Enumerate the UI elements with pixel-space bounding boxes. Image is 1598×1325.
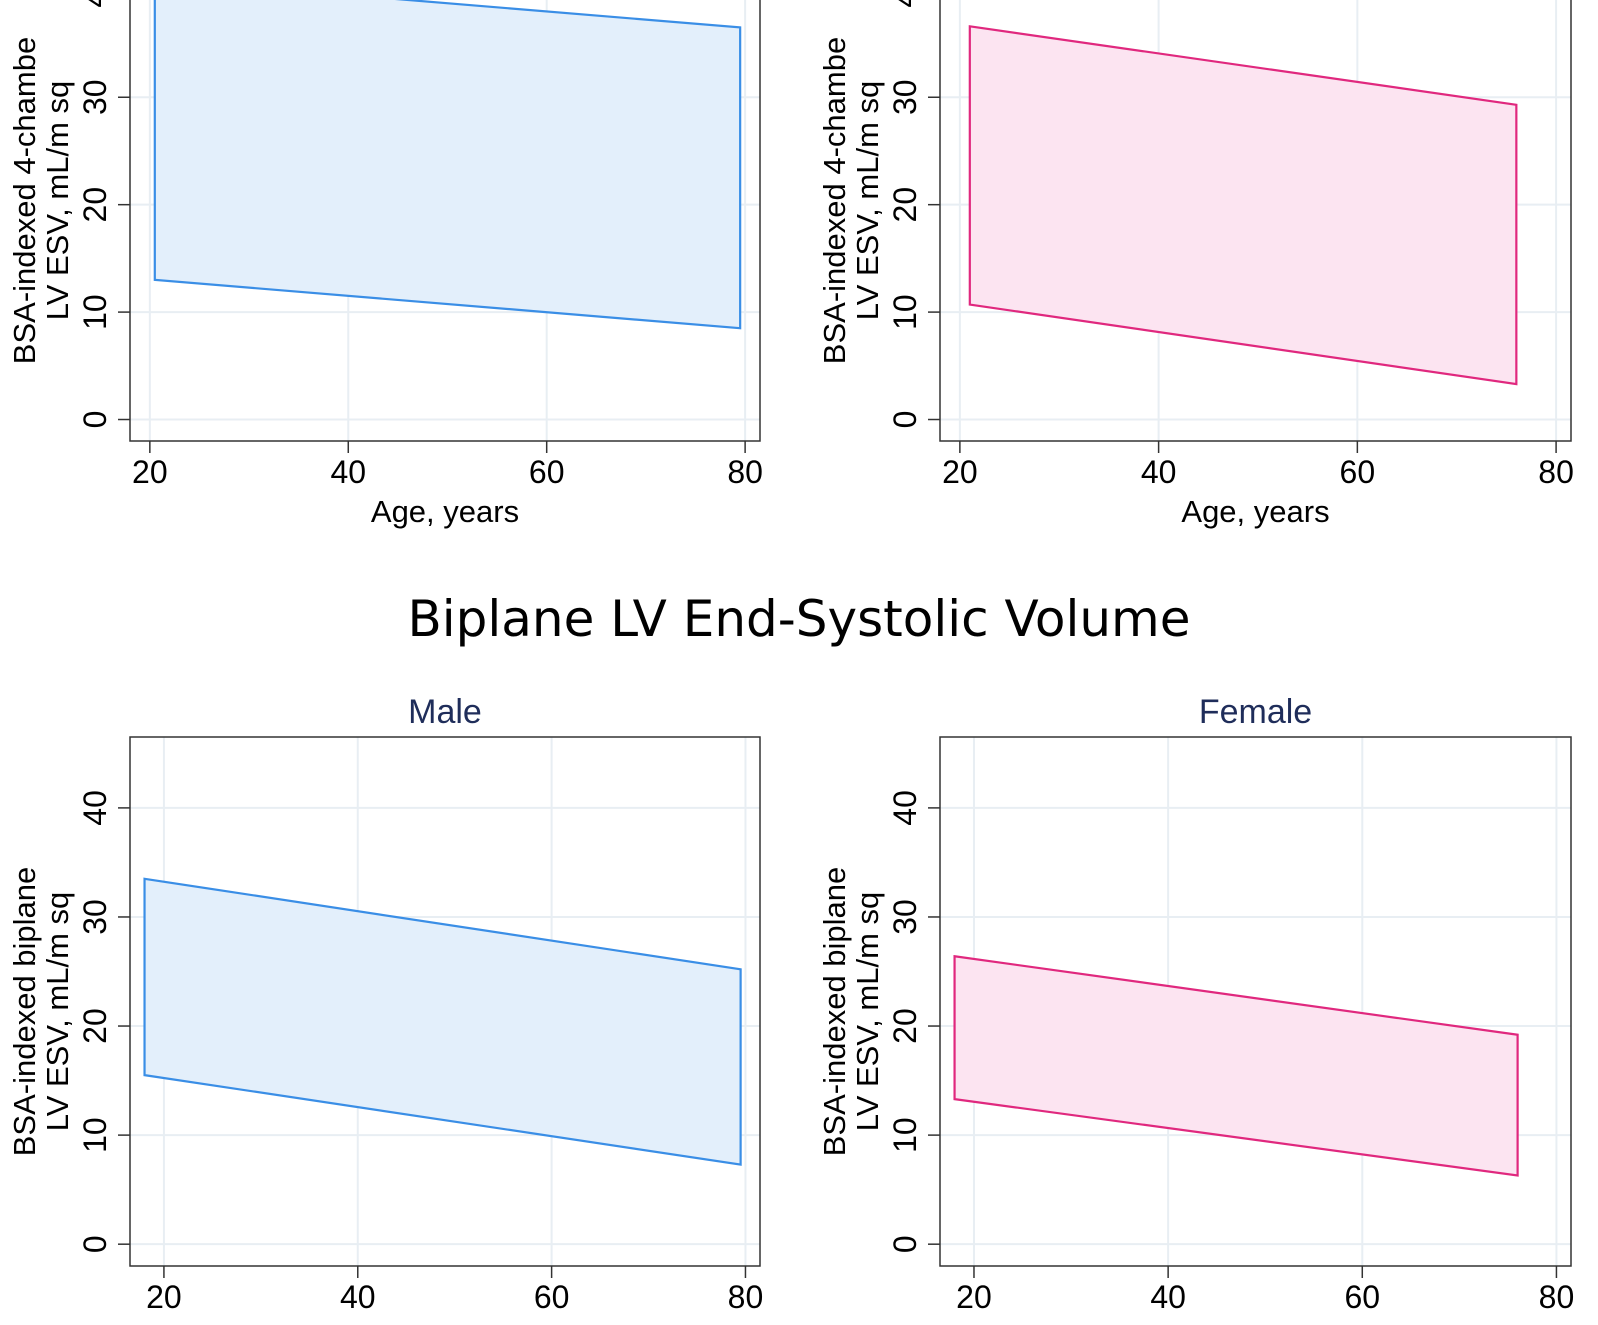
x-tick-label-40: 40 — [340, 1279, 376, 1315]
y-axis-label-female-2: LV ESV, mL/m sq — [850, 892, 885, 1132]
y-tick-label-30: 30 — [887, 899, 923, 935]
panel-title-male: Male — [408, 693, 482, 731]
x-tick-label-80: 80 — [727, 454, 763, 490]
y-tick-label-10: 10 — [77, 294, 113, 330]
x-tick-label-20: 20 — [132, 454, 168, 490]
x-tick-label-20: 20 — [956, 1279, 992, 1315]
y-tick-label-20: 20 — [887, 1008, 923, 1044]
x-axis-label-top-left: Age, years — [371, 494, 519, 529]
plot-frame-male — [129, 736, 761, 1267]
y-axis-label-male-1: BSA-indexed biplane — [7, 867, 42, 1157]
y-tick-label-30: 30 — [77, 79, 113, 115]
section-title: Biplane LV End-Systolic Volume — [407, 590, 1190, 648]
x-axis-label-female: Age, years — [1181, 1319, 1329, 1325]
y-tick-label-20: 20 — [887, 187, 923, 223]
y-tick-label-40: 40 — [887, 0, 923, 8]
chart-panel-female: 20 40 60 80 0 10 20 30 40 Age, years BSA-indexed b… — [817, 693, 1574, 1325]
x-tick-label-40: 40 — [1150, 1279, 1186, 1315]
reference-band-female — [953, 954, 1519, 1177]
y-tick-label-40: 40 — [77, 0, 113, 8]
x-tick-label-20: 20 — [146, 1279, 182, 1315]
reference-band-top-left — [153, 0, 742, 330]
y-axis-label-female-1: BSA-indexed biplane — [817, 867, 852, 1157]
x-tick-label-60: 60 — [534, 1279, 570, 1315]
y-tick-label-30: 30 — [77, 899, 113, 935]
y-axis-label-top-right-2: LV ESV, mL/m sq — [850, 81, 885, 321]
x-tick-label-80: 80 — [1538, 454, 1574, 490]
x-tick-label-60: 60 — [1344, 1279, 1380, 1315]
x-tick-label-80: 80 — [1539, 1279, 1575, 1315]
reference-band-top-right — [968, 25, 1518, 386]
y-tick-label-40: 40 — [887, 790, 923, 826]
y-axis-label-top-right-1: BSA-indexed 4-chambe — [817, 37, 852, 364]
x-tick-label-60: 60 — [529, 454, 565, 490]
y-tick-label-40: 40 — [77, 790, 113, 826]
y-tick-label-10: 10 — [887, 294, 923, 330]
panel-title-female: Female — [1199, 693, 1312, 731]
x-tick-label-40: 40 — [330, 454, 366, 490]
plot-frame-top-right — [939, 0, 1572, 442]
y-axis-label-top-left-1: BSA-indexed 4-chambe — [7, 37, 42, 364]
reference-band-male — [143, 877, 742, 1166]
x-tick-label-20: 20 — [942, 454, 978, 490]
y-tick-label-0: 0 — [887, 1235, 923, 1253]
y-tick-label-0: 0 — [887, 411, 923, 429]
y-tick-label-10: 10 — [77, 1117, 113, 1153]
plot-frame-top-left — [129, 0, 761, 442]
x-axis-label-male: Age, years — [371, 1319, 519, 1325]
chart-panel-male: 20 40 60 80 0 10 20 30 40 Age, years BSA-indexed b… — [7, 693, 763, 1325]
y-tick-label-0: 0 — [77, 411, 113, 429]
x-tick-label-80: 80 — [728, 1279, 764, 1315]
y-tick-label-30: 30 — [887, 79, 923, 115]
y-tick-label-20: 20 — [77, 187, 113, 223]
y-axis-label-top-left-2: LV ESV, mL/m sq — [40, 81, 75, 321]
x-axis-label-top-right: Age, years — [1181, 494, 1329, 529]
x-tick-label-40: 40 — [1141, 454, 1177, 490]
y-tick-label-20: 20 — [77, 1008, 113, 1044]
y-axis-label-male-2: LV ESV, mL/m sq — [40, 892, 75, 1132]
y-tick-label-10: 10 — [887, 1117, 923, 1153]
y-tick-label-0: 0 — [77, 1235, 113, 1253]
x-tick-label-60: 60 — [1340, 454, 1376, 490]
plot-frame-female — [939, 736, 1572, 1267]
